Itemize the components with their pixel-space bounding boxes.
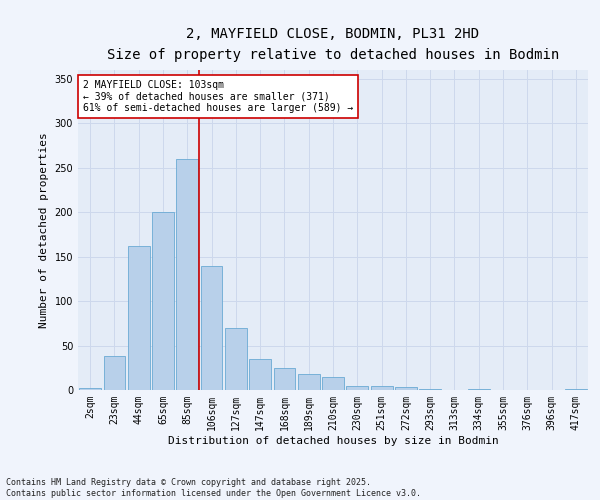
Bar xyxy=(468,389,490,390)
X-axis label: Distribution of detached houses by size in Bodmin: Distribution of detached houses by size … xyxy=(167,436,499,446)
Bar xyxy=(104,356,125,390)
Y-axis label: Number of detached properties: Number of detached properties xyxy=(39,132,49,328)
Bar xyxy=(395,388,417,390)
Bar xyxy=(346,386,368,390)
Bar xyxy=(200,266,223,390)
Bar xyxy=(565,389,587,390)
Bar xyxy=(225,328,247,390)
Bar xyxy=(298,374,320,390)
Bar xyxy=(128,246,149,390)
Bar xyxy=(419,389,441,390)
Title: 2, MAYFIELD CLOSE, BODMIN, PL31 2HD
Size of property relative to detached houses: 2, MAYFIELD CLOSE, BODMIN, PL31 2HD Size… xyxy=(107,28,559,62)
Bar xyxy=(176,159,198,390)
Bar xyxy=(79,388,101,390)
Bar xyxy=(274,368,295,390)
Text: 2 MAYFIELD CLOSE: 103sqm
← 39% of detached houses are smaller (371)
61% of semi-: 2 MAYFIELD CLOSE: 103sqm ← 39% of detach… xyxy=(83,80,353,113)
Bar xyxy=(249,359,271,390)
Text: Contains HM Land Registry data © Crown copyright and database right 2025.
Contai: Contains HM Land Registry data © Crown c… xyxy=(6,478,421,498)
Bar xyxy=(371,386,392,390)
Bar xyxy=(322,376,344,390)
Bar xyxy=(152,212,174,390)
